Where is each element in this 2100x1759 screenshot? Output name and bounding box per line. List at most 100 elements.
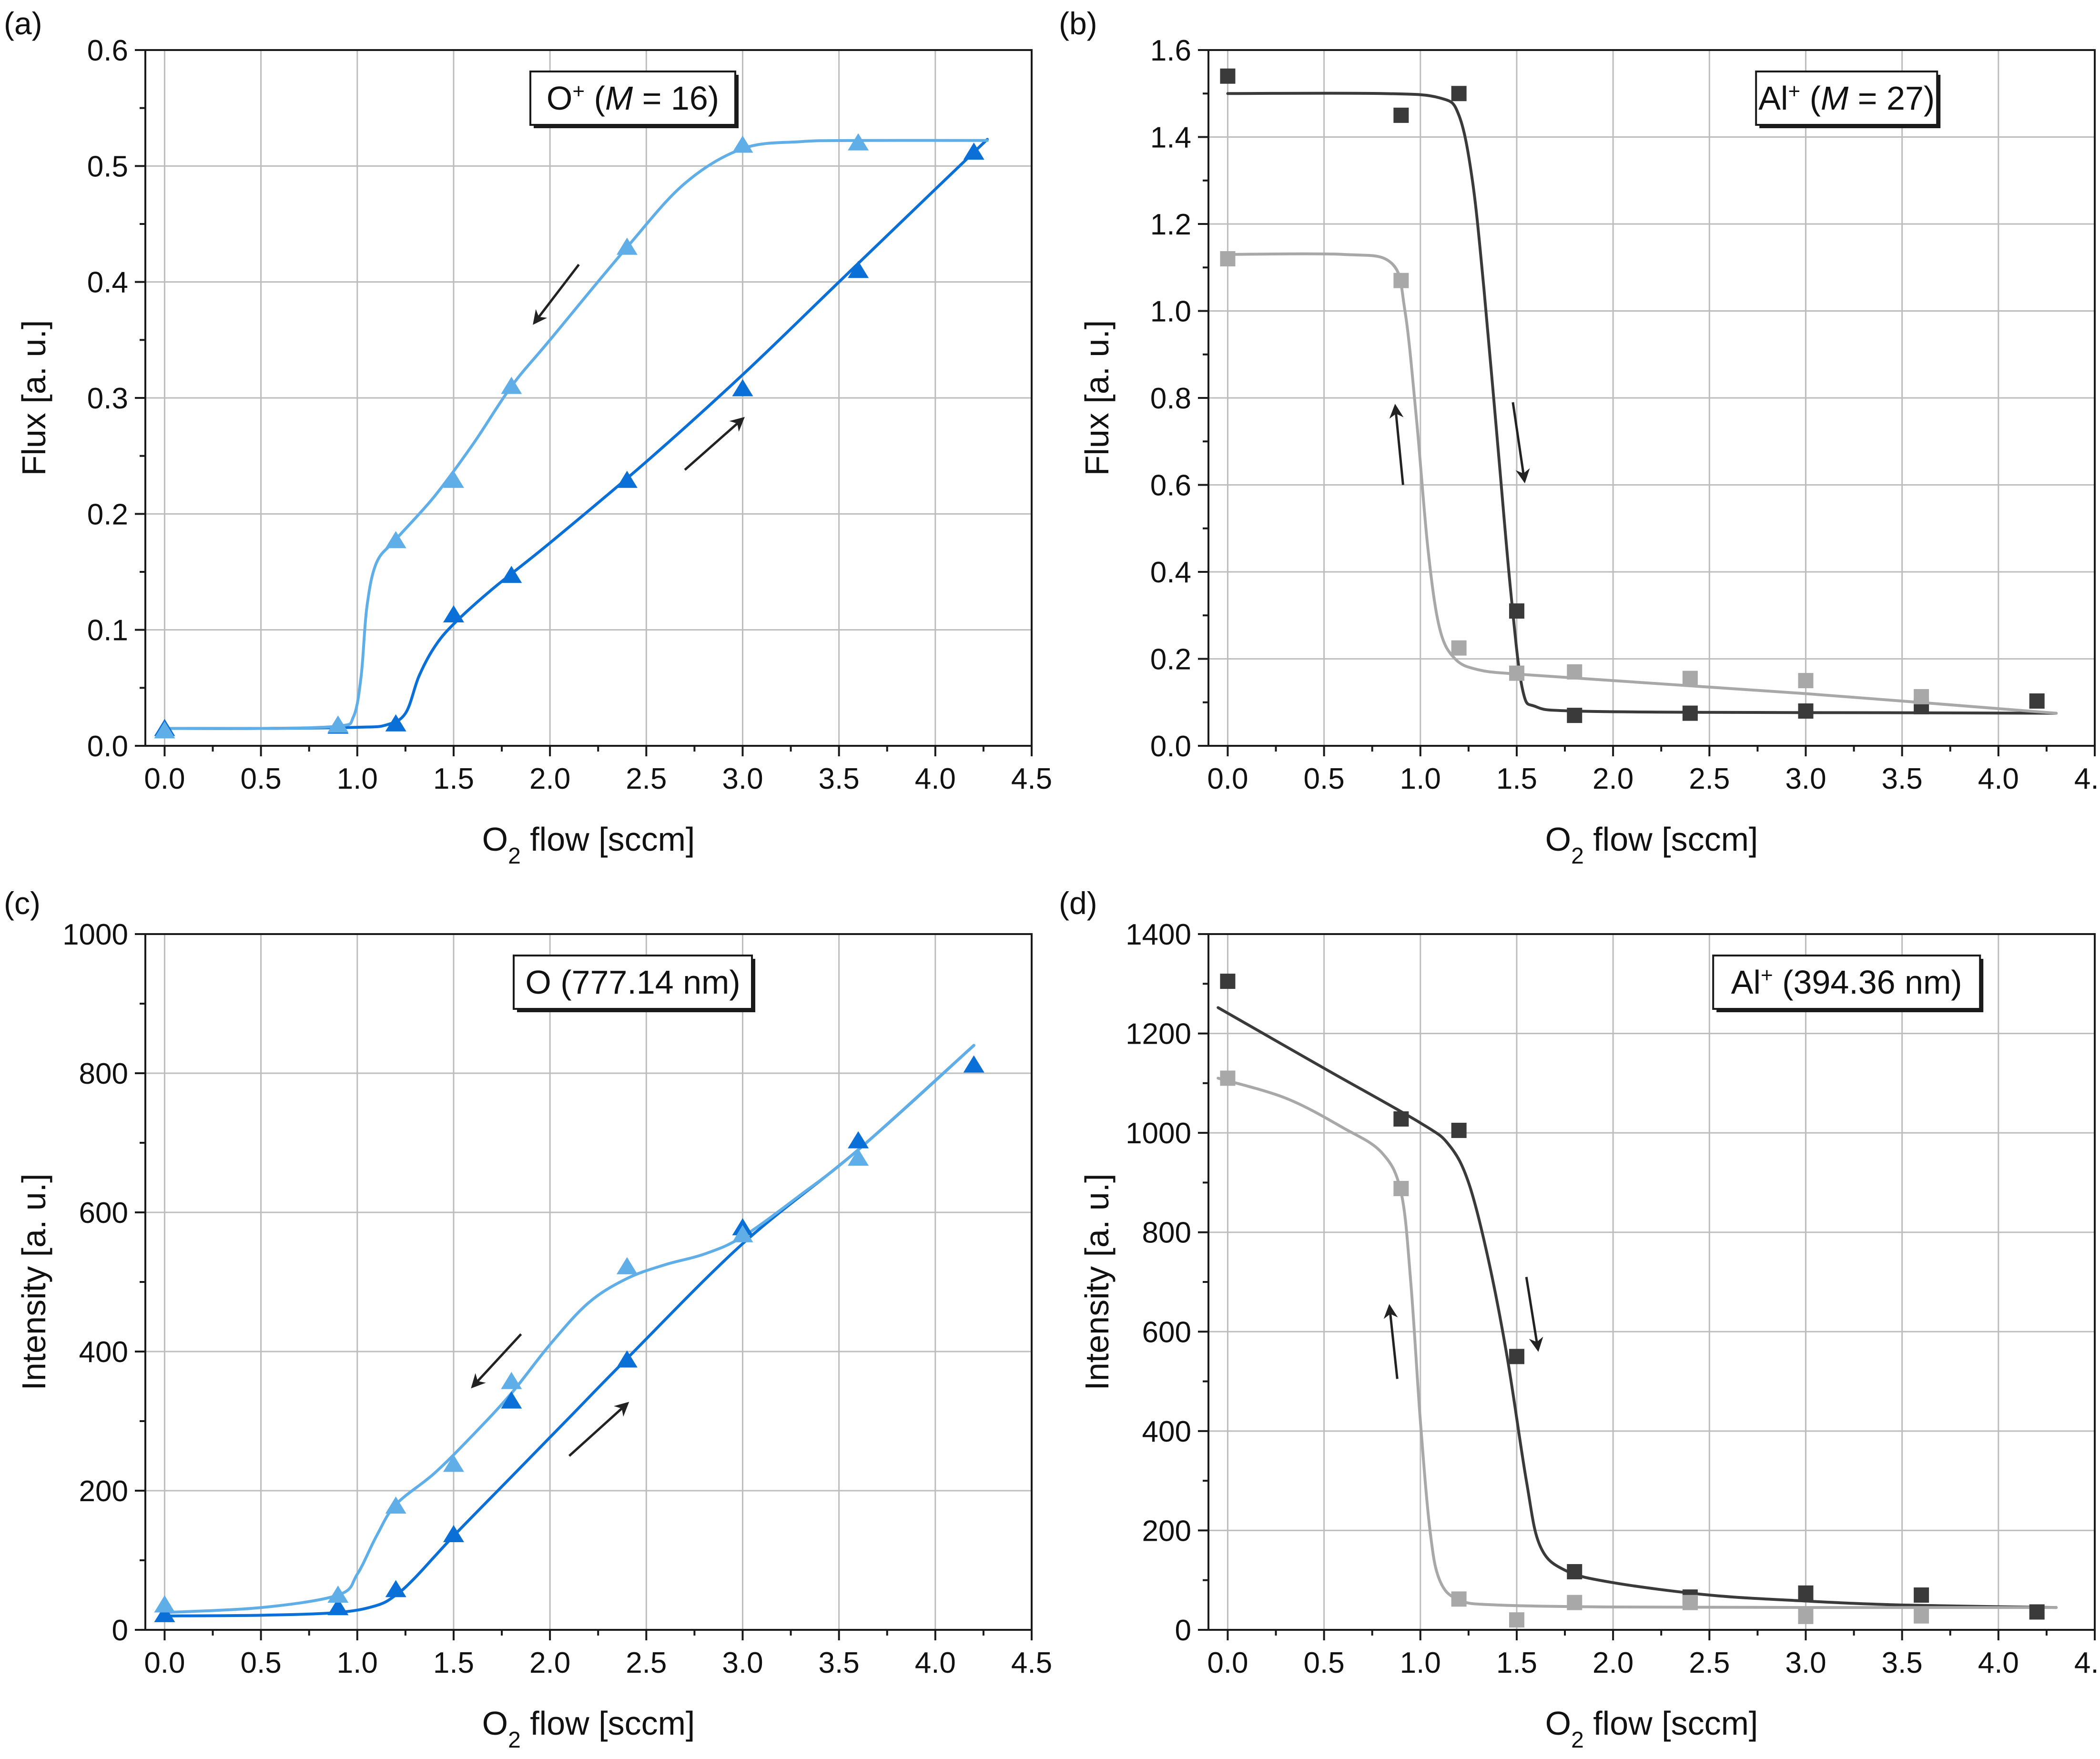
data-point-d-1-6 — [1798, 1608, 1814, 1624]
data-point-c-0-0 — [154, 1605, 175, 1622]
direction-arrow-b-0 — [1389, 404, 1404, 485]
y-tick-label-b-7: 1.4 — [1150, 122, 1191, 154]
x-axis-label-b: O2 flow [sccm] — [1545, 821, 1758, 869]
data-point-d-0-7 — [1914, 1587, 1929, 1603]
x-tick-label-a-5: 2.5 — [626, 763, 667, 795]
y-tick-label-b-0: 0.0 — [1150, 730, 1191, 763]
x-axis-label-a: O2 flow [sccm] — [482, 821, 695, 869]
data-point-b-1-7 — [1914, 689, 1929, 704]
data-point-c-1-6 — [732, 1225, 753, 1242]
y-tick-label-c-4: 800 — [79, 1057, 128, 1090]
data-point-a-0-7 — [848, 261, 869, 278]
y-tick-label-a-0: 0.0 — [87, 730, 128, 763]
x-tick-label-d-8: 4.0 — [1978, 1647, 2019, 1679]
y-tick-label-a-4: 0.4 — [87, 266, 128, 299]
data-point-a-0-5 — [616, 470, 638, 488]
x-tick-label-a-6: 3.0 — [722, 763, 763, 795]
data-point-b-0-4 — [1567, 708, 1583, 723]
y-tick-label-c-5: 1000 — [62, 918, 128, 951]
data-point-d-1-4 — [1567, 1595, 1583, 1610]
plot-frame-d — [1207, 933, 2096, 1631]
data-point-c-0-2 — [385, 1580, 406, 1597]
annotation-text-c: O (777.14 nm) — [525, 964, 740, 1001]
direction-arrow-a-1 — [684, 417, 745, 471]
x-tick-label-c-2: 1.0 — [337, 1647, 378, 1679]
y-tick-label-b-4: 0.8 — [1150, 382, 1191, 415]
data-point-a-0-8 — [963, 142, 984, 160]
data-point-b-0-5 — [1682, 705, 1698, 721]
data-point-c-1-0 — [154, 1595, 175, 1613]
data-point-b-1-0 — [1220, 251, 1236, 266]
data-point-c-0-8 — [963, 1055, 984, 1073]
y-tick-label-b-6: 1.2 — [1150, 208, 1191, 241]
x-tick-label-c-1: 0.5 — [241, 1647, 282, 1679]
direction-arrow-b-1 — [1512, 402, 1530, 484]
data-point-a-0-3 — [443, 605, 464, 623]
fit-curve-d-0 — [1217, 1006, 2058, 1609]
direction-arrow-c-1 — [568, 1402, 629, 1457]
y-tick-label-a-2: 0.2 — [87, 498, 128, 531]
data-point-c-0-7 — [848, 1131, 869, 1149]
data-point-a-1-3 — [443, 470, 464, 488]
data-point-b-0-3 — [1509, 603, 1524, 619]
x-tick-label-b-0: 0.0 — [1207, 763, 1248, 795]
data-point-a-1-0 — [154, 721, 175, 739]
x-tick-label-d-7: 3.5 — [1882, 1647, 1923, 1679]
x-tick-label-c-3: 1.5 — [433, 1647, 474, 1679]
direction-arrow-d-0 — [1383, 1304, 1399, 1379]
data-point-d-0-1 — [1393, 1111, 1409, 1127]
data-point-d-1-7 — [1914, 1608, 1929, 1624]
data-point-d-0-3 — [1509, 1349, 1524, 1364]
y-tick-label-d-0: 0 — [1175, 1614, 1191, 1647]
y-tick-label-c-3: 600 — [79, 1197, 128, 1230]
panel-d: (d) 0.0 0.5 1.0 1.5 2.0 2.5 3.0 3.5 4.0 4.5 0 200 40… — [1059, 885, 2100, 1753]
annotation-text-d: Al+ (394.36 nm) — [1731, 964, 1962, 1001]
data-point-d-0-8 — [2029, 1604, 2045, 1620]
x-tick-label-a-8: 4.0 — [915, 763, 956, 795]
annotation-box-b: Al+ (M = 27) — [1755, 71, 1941, 128]
x-tick-label-a-7: 3.5 — [819, 763, 860, 795]
y-tick-label-a-3: 0.3 — [87, 382, 128, 415]
data-point-d-1-2 — [1451, 1591, 1467, 1607]
x-tick-label-a-4: 2.0 — [529, 763, 570, 795]
annotation-box-d: Al+ (394.36 nm) — [1712, 955, 1984, 1012]
x-tick-label-b-4: 2.0 — [1593, 763, 1633, 795]
y-tick-label-d-6: 1200 — [1126, 1018, 1191, 1051]
x-tick-label-d-1: 0.5 — [1304, 1647, 1345, 1679]
data-point-b-1-4 — [1567, 664, 1583, 680]
x-tick-label-c-9: 4.5 — [1011, 1647, 1052, 1679]
y-tick-label-a-5: 0.5 — [87, 150, 128, 183]
data-point-d-1-3 — [1509, 1612, 1524, 1628]
x-tick-label-b-9: 4.5 — [2074, 763, 2100, 795]
x-tick-label-b-6: 3.0 — [1785, 763, 1826, 795]
y-tick-label-b-8: 1.6 — [1150, 34, 1191, 67]
annotation-box-c: O (777.14 nm) — [513, 955, 755, 1012]
data-point-d-0-0 — [1220, 974, 1236, 989]
data-point-d-1-1 — [1393, 1180, 1409, 1196]
y-tick-label-b-3: 0.6 — [1150, 469, 1191, 502]
annotation-text-b: Al+ (M = 27) — [1758, 80, 1935, 117]
data-point-b-1-6 — [1798, 673, 1814, 689]
data-point-a-0-4 — [501, 566, 522, 583]
y-tick-label-c-0: 0 — [112, 1614, 128, 1647]
x-tick-label-d-4: 2.0 — [1593, 1647, 1633, 1679]
x-tick-label-b-3: 1.5 — [1496, 763, 1537, 795]
data-point-b-0-1 — [1393, 107, 1409, 123]
data-point-b-1-2 — [1451, 640, 1467, 656]
y-tick-label-d-7: 1400 — [1126, 918, 1191, 951]
fit-curve-c-1 — [163, 1044, 975, 1614]
data-point-b-1-3 — [1509, 665, 1524, 681]
x-tick-label-c-4: 2.0 — [529, 1647, 570, 1679]
y-tick-label-d-1: 200 — [1142, 1515, 1191, 1547]
data-point-b-0-6 — [1798, 703, 1814, 719]
y-axis-label-a: Flux [a. u.] — [15, 320, 52, 476]
x-tick-label-d-9: 4.5 — [2074, 1647, 2100, 1679]
data-point-a-0-2 — [385, 714, 406, 732]
y-tick-label-c-2: 400 — [79, 1336, 128, 1369]
annotation-box-a: O+ (M = 16) — [529, 71, 739, 128]
x-tick-label-b-8: 4.0 — [1978, 763, 2019, 795]
y-tick-label-b-2: 0.4 — [1150, 556, 1191, 589]
data-point-a-1-7 — [848, 133, 869, 151]
fit-curve-b-0 — [1226, 92, 2058, 715]
